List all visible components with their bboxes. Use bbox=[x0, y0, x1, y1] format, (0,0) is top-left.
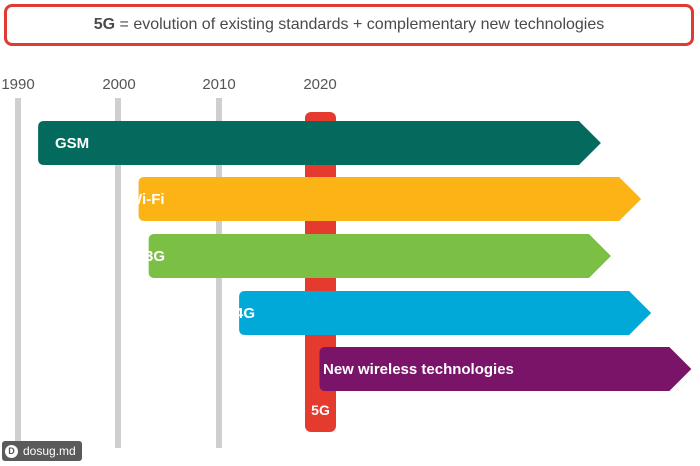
header-emphasis: 5G bbox=[93, 16, 116, 33]
arrow-4g bbox=[239, 291, 652, 335]
year-label-2020: 2020 bbox=[303, 76, 337, 93]
arrow-label-wifi: Wi-Fi bbox=[128, 191, 165, 208]
arrow-3g bbox=[148, 234, 611, 278]
gridline-2000 bbox=[115, 98, 121, 448]
arrow-gsm bbox=[38, 121, 601, 165]
year-label-2010: 2010 bbox=[202, 76, 236, 93]
arrow-label-4g: 4G bbox=[235, 305, 256, 322]
arrow-label-gsm: GSM bbox=[55, 135, 90, 152]
arrow-new-wireless-technologies bbox=[319, 347, 692, 391]
year-label-1990: 1990 bbox=[1, 76, 35, 93]
watermark-logo-icon: D bbox=[5, 444, 18, 458]
arrow-wi-fi bbox=[138, 177, 642, 221]
arrow-label-new-wireless: New wireless technologies bbox=[323, 361, 514, 378]
watermark: D dosug.md bbox=[2, 441, 82, 461]
gridline-1990 bbox=[15, 98, 21, 448]
5g-label: 5G bbox=[311, 402, 330, 418]
header-banner: 5G = evolution of existing standards + c… bbox=[4, 4, 694, 46]
arrow-label-3g: 3G bbox=[145, 248, 166, 265]
watermark-text: dosug.md bbox=[23, 444, 76, 458]
header-text: = evolution of existing standards + comp… bbox=[115, 16, 605, 33]
year-label-2000: 2000 bbox=[102, 76, 136, 93]
